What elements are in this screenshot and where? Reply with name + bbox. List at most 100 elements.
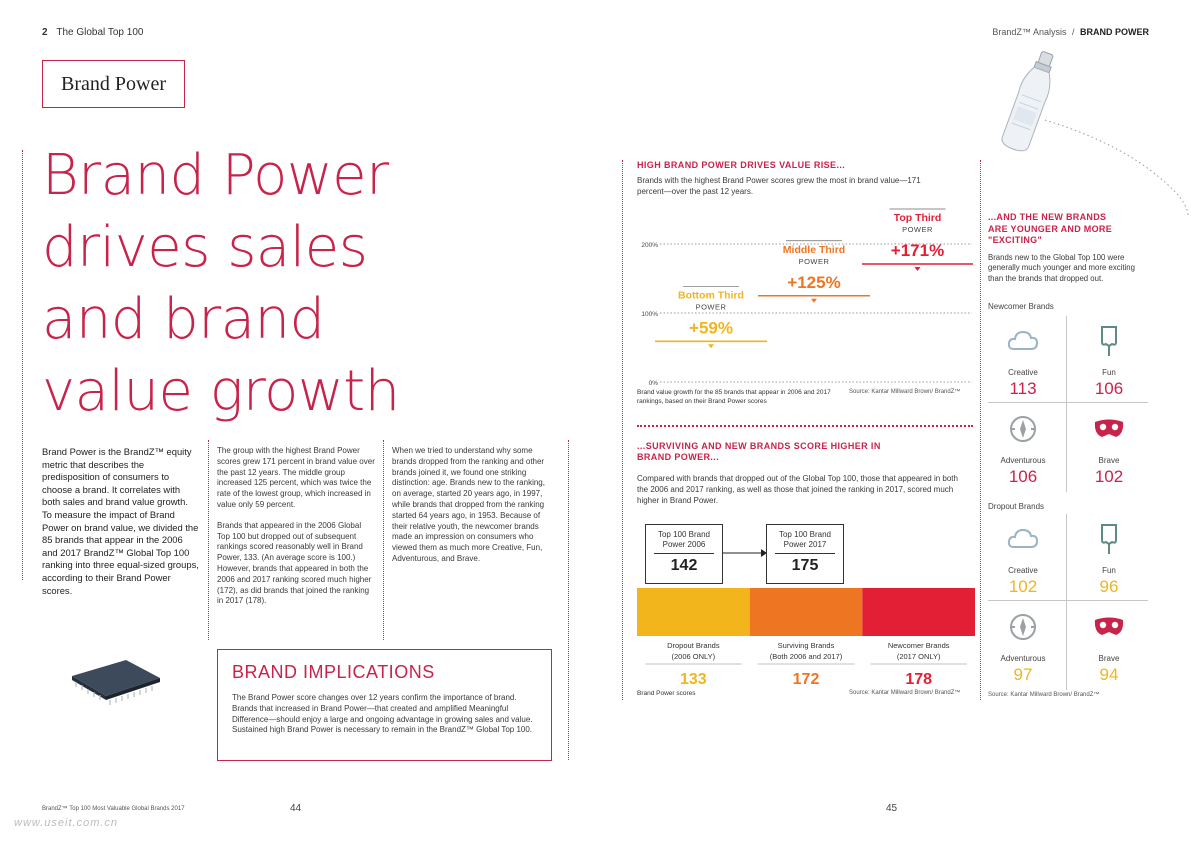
ice-lolly-icon — [1092, 522, 1126, 556]
group-label: Middle Third — [783, 244, 845, 256]
trait-value-creative: 102 — [1008, 577, 1038, 596]
headline-line-3: and brand — [42, 287, 325, 352]
trait-value-creative: 113 — [1009, 379, 1037, 398]
chart2-title: ...SURVIVING AND NEW BRANDS SCORE HIGHER… — [637, 441, 881, 462]
score-category-label: Dropout Brands — [667, 641, 720, 650]
arrow-icon — [723, 549, 767, 557]
power-sublabel: POWER — [696, 302, 727, 311]
trait-value-brave: 94 — [1099, 665, 1119, 684]
power-2006-box: Top 100 Brand Power 2006 142 — [645, 524, 723, 584]
newcomer-grid: Creative 113 Fun 106 Adventurous 106 Brave 102 — [988, 316, 1148, 496]
header-right-sep: / — [1071, 27, 1075, 37]
pointer-icon — [811, 298, 817, 303]
trait-label-brave: Brave — [1098, 456, 1120, 465]
pointer-icon — [914, 267, 921, 272]
trait-label-creative: Creative — [1008, 368, 1038, 377]
ice-lolly-icon — [1092, 324, 1126, 358]
headline-line-4: value growth — [42, 359, 400, 424]
brand-implications-box: BRAND IMPLICATIONS The Brand Power score… — [217, 649, 552, 761]
score-value-label: 178 — [905, 671, 932, 688]
growth-value-label: +59% — [689, 318, 733, 337]
score-band — [862, 588, 975, 636]
chart2-source: Source: Kantar Millward Brown/ BrandZ™ — [849, 690, 961, 696]
score-value-label: 133 — [680, 671, 707, 688]
header-right-bold: BRAND POWER — [1080, 27, 1149, 37]
column-3: When we tried to understand why some bra… — [392, 446, 545, 563]
col-separator-2 — [383, 440, 384, 640]
trait-label-fun: Fun — [1102, 368, 1116, 377]
trait-value-adventurous: 97 — [1013, 665, 1033, 684]
brand-implications-title: BRAND IMPLICATIONS — [232, 662, 435, 682]
power-2017-box: Top 100 Brand Power 2017 175 — [766, 524, 844, 584]
score-value-label: 172 — [793, 671, 820, 688]
column-2: The group with the highest Brand Power s… — [217, 446, 375, 607]
score-category-sublabel: (Both 2006 and 2017) — [770, 652, 843, 661]
trait-label-fun: Fun — [1102, 566, 1116, 575]
column-2-paragraph-2: Brands that appeared in the 2006 Global … — [217, 520, 372, 606]
trait-label-creative: Creative — [1008, 566, 1038, 575]
page-number-45: 45 — [886, 803, 898, 814]
cloud-icon — [1006, 522, 1040, 556]
mask-icon — [1092, 610, 1126, 644]
watermark: www.useit.com.cn — [14, 817, 119, 829]
dropout-grid: Creative 102 Fun 96 Adventurous 97 Brave 94 — [988, 514, 1148, 694]
power-2017-label: Top 100 Brand Power 2017 — [778, 530, 832, 549]
tag-box: Brand Power — [42, 60, 185, 108]
trait-value-adventurous: 106 — [1008, 467, 1038, 486]
intro-paragraph: Brand Power is the BrandZ™ equity metric… — [42, 446, 199, 596]
tag-box-label: Brand Power — [61, 72, 166, 95]
score-category-label: Surviving Brands — [778, 641, 835, 650]
col-separator-3 — [568, 440, 569, 760]
score-category-label: Newcomer Brands — [888, 641, 950, 650]
power-2017-value: 175 — [791, 557, 819, 574]
chart3-title: ...AND THE NEW BRANDS ARE YOUNGER AND MO… — [988, 212, 1113, 245]
left-margin-rule — [22, 150, 23, 580]
axis-tick-label: 0% — [649, 380, 659, 387]
cloud-icon — [1006, 324, 1040, 358]
score-category-sublabel: (2006 ONLY) — [672, 652, 716, 661]
water-bottle-illustration — [1001, 51, 1054, 152]
score-band — [749, 588, 863, 636]
dropout-heading: Dropout Brands — [988, 502, 1045, 511]
chart1-intro: Brands with the highest Brand Power scor… — [637, 176, 921, 196]
power-2006-value: 142 — [670, 557, 698, 574]
trait-label-adventurous: Adventurous — [1000, 654, 1046, 663]
chart2-caption: Brand Power scores — [637, 690, 696, 697]
trait-value-fun: 106 — [1094, 379, 1124, 398]
trait-value-fun: 96 — [1099, 577, 1119, 596]
score-band — [637, 588, 750, 636]
axis-tick-label: 200% — [641, 242, 658, 249]
group-label: Bottom Third — [678, 289, 744, 301]
growth-value-label: +171% — [891, 241, 944, 260]
chart1-caption: Brand value growth for the 85 brands tha… — [637, 389, 831, 405]
headline-line-2: drives sales — [42, 215, 368, 280]
header-right: BrandZ™ Analysis / BRAND POWER — [992, 27, 1149, 37]
brand-implications-text: The Brand Power score changes over 12 ye… — [232, 693, 533, 735]
header-left: 2 The Global Top 100 — [42, 27, 143, 38]
headline-line-1: Brand Power — [42, 143, 389, 208]
chart1-source: Source: Kantar Millward Brown/ BrandZ™ — [849, 389, 961, 395]
section-title-left: The Global Top 100 — [56, 27, 144, 38]
trait-label-adventurous: Adventurous — [1000, 456, 1046, 465]
growth-value-label: +125% — [787, 273, 840, 292]
page-number-44: 44 — [290, 803, 302, 814]
power-2006-label: Top 100 Brand Power 2006 — [657, 530, 711, 549]
trait-label-brave: Brave — [1098, 654, 1120, 663]
group-label: Top Third — [894, 212, 942, 224]
header-right-prefix: BrandZ™ Analysis — [992, 27, 1067, 37]
score-category-sublabel: (2017 ONLY) — [897, 652, 941, 661]
chart1-title: HIGH BRAND POWER DRIVES VALUE RISE... — [637, 160, 846, 170]
dotted-trail-decoration — [1044, 119, 1189, 219]
newcomer-heading: Newcomer Brands — [988, 302, 1054, 311]
compass-icon — [1006, 412, 1040, 446]
power-sublabel: POWER — [902, 225, 933, 234]
chart3-intro: Brands new to the Global Top 100 were ge… — [988, 253, 1135, 283]
page-number-left: 2 — [42, 27, 48, 38]
pointer-icon — [708, 344, 714, 349]
brand-power-scores-chart: Dropout Brands (2006 ONLY) 133 Surviving Br… — [637, 588, 975, 688]
power-sublabel: POWER — [799, 257, 830, 266]
footer-note: BrandZ™ Top 100 Most Valuable Global Bra… — [42, 806, 185, 812]
microchip-illustration — [72, 660, 160, 705]
chart3-source: Source: Kantar Millward Brown/ BrandZ™ — [988, 692, 1100, 698]
